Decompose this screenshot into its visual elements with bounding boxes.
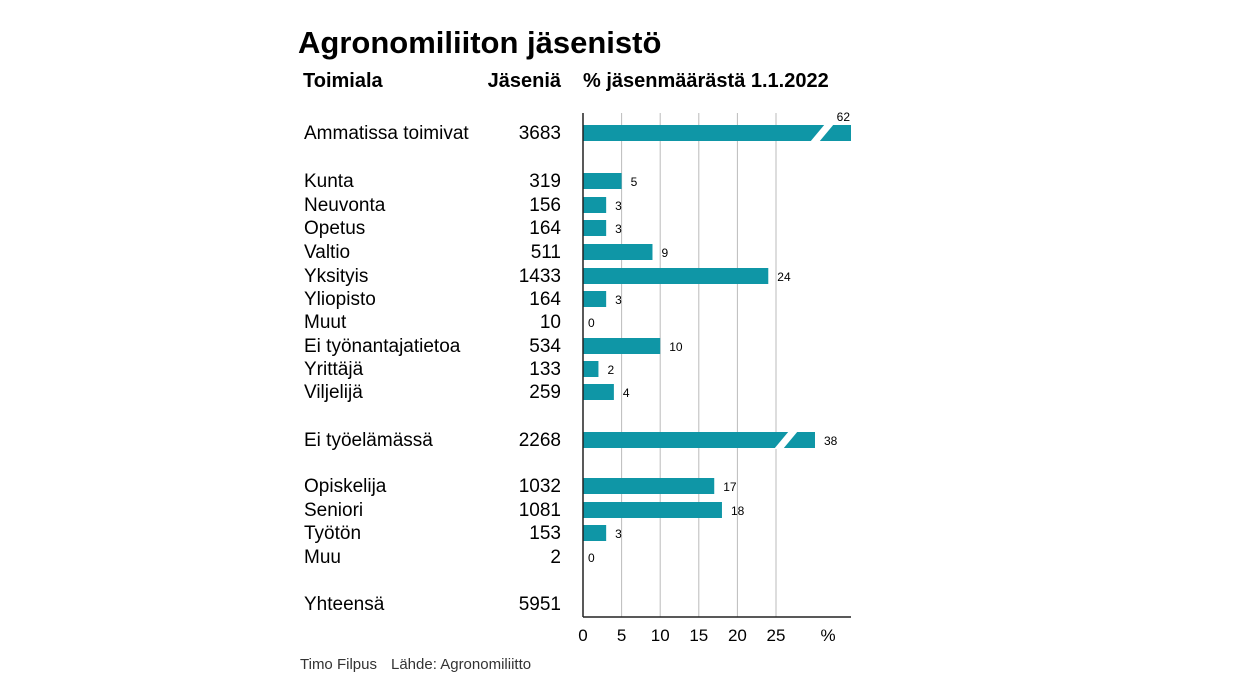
x-tick-label: 10	[651, 626, 670, 645]
bar	[583, 525, 607, 541]
bar-value-label: 3	[615, 527, 622, 541]
row-members: 156	[529, 195, 561, 216]
bar	[583, 291, 607, 307]
row-members: 164	[529, 289, 561, 310]
row-label: Työtön	[304, 523, 361, 544]
row-label: Yrittäjä	[304, 359, 364, 380]
row-label: Muu	[304, 547, 341, 568]
row-label: Yliopisto	[304, 289, 376, 310]
bar-value-label: 4	[623, 386, 630, 400]
row-members: 2268	[519, 430, 561, 451]
chart-title: Agronomiliiton jäsenistö	[298, 25, 661, 60]
bar-break	[774, 431, 798, 449]
row-label: Ei työelämässä	[304, 430, 433, 451]
row-members: 10	[540, 312, 561, 333]
row-members: 5951	[519, 594, 561, 615]
bar-value-label: 0	[588, 551, 595, 565]
row-label: Yhteensä	[304, 594, 385, 615]
bar	[583, 478, 715, 494]
bar-value-label: 3	[615, 293, 622, 307]
row-label: Kunta	[304, 171, 354, 192]
row-members: 164	[529, 218, 561, 239]
bar-value-label: 38	[824, 434, 838, 448]
bar-value-label: 10	[669, 340, 683, 354]
row-members: 3683	[519, 123, 561, 144]
column-header-members: Jäseniä	[488, 70, 562, 92]
row-labels: Ammatissa toimivat 3683 Kunta 319 Neuvonta 15…	[304, 123, 561, 615]
row-members: 259	[529, 382, 561, 403]
bar	[583, 125, 851, 141]
bar-value-label: 18	[731, 504, 745, 518]
row-members: 1433	[519, 266, 561, 287]
bar-value-label: 62	[837, 110, 851, 124]
row-label: Opetus	[304, 218, 365, 239]
bar	[583, 502, 722, 518]
bar	[583, 432, 815, 448]
x-tick-label: 5	[617, 626, 626, 645]
row-label: Seniori	[304, 500, 363, 521]
row-members: 319	[529, 171, 561, 192]
bar-break	[810, 124, 834, 142]
x-axis: 0 5 10 15 20 25%	[578, 113, 851, 645]
bar-value-label: 24	[777, 270, 791, 284]
footer-author: Timo Filpus	[300, 656, 377, 673]
x-tick-label: 15	[689, 626, 708, 645]
x-tick-label: 25	[767, 626, 786, 645]
column-header-percent: % jäsenmäärästä 1.1.2022	[583, 70, 829, 92]
row-members: 534	[529, 336, 561, 357]
grid-lines	[621, 113, 777, 617]
row-members: 511	[531, 242, 561, 263]
bar	[583, 361, 599, 377]
bar-value-label: 9	[661, 246, 668, 260]
bar	[583, 338, 661, 354]
bar	[583, 220, 607, 236]
row-members: 153	[529, 523, 561, 544]
x-tick-label: %	[820, 626, 835, 645]
bar-value-label: 2	[607, 363, 614, 377]
row-label: Neuvonta	[304, 195, 386, 216]
row-label: Ammatissa toimivat	[304, 123, 469, 144]
footer-source: Lähde: Agronomiliitto	[391, 656, 531, 673]
row-label: Yksityis	[304, 266, 368, 287]
row-members: 1081	[519, 500, 561, 521]
row-members: 2	[550, 547, 561, 568]
row-label: Muut	[304, 312, 347, 333]
row-label: Ei työnantajatietoa	[304, 336, 461, 357]
bar-value-label: 17	[723, 480, 737, 494]
row-members: 133	[529, 359, 561, 380]
row-label: Opiskelija	[304, 476, 387, 497]
bar	[583, 173, 622, 189]
bar-value-label: 3	[615, 222, 622, 236]
x-tick-label: 0	[578, 626, 587, 645]
bar-value-label: 0	[588, 316, 595, 330]
column-header-sector: Toimiala	[303, 70, 384, 92]
row-members: 1032	[519, 476, 561, 497]
bar	[583, 244, 653, 260]
bar-value-label: 3	[615, 199, 622, 213]
bar	[583, 197, 607, 213]
row-label: Viljelijä	[304, 382, 363, 403]
bar	[583, 384, 614, 400]
bar-value-label: 5	[631, 175, 638, 189]
bar	[583, 268, 769, 284]
x-tick-label: 20	[728, 626, 747, 645]
row-label: Valtio	[304, 242, 350, 263]
